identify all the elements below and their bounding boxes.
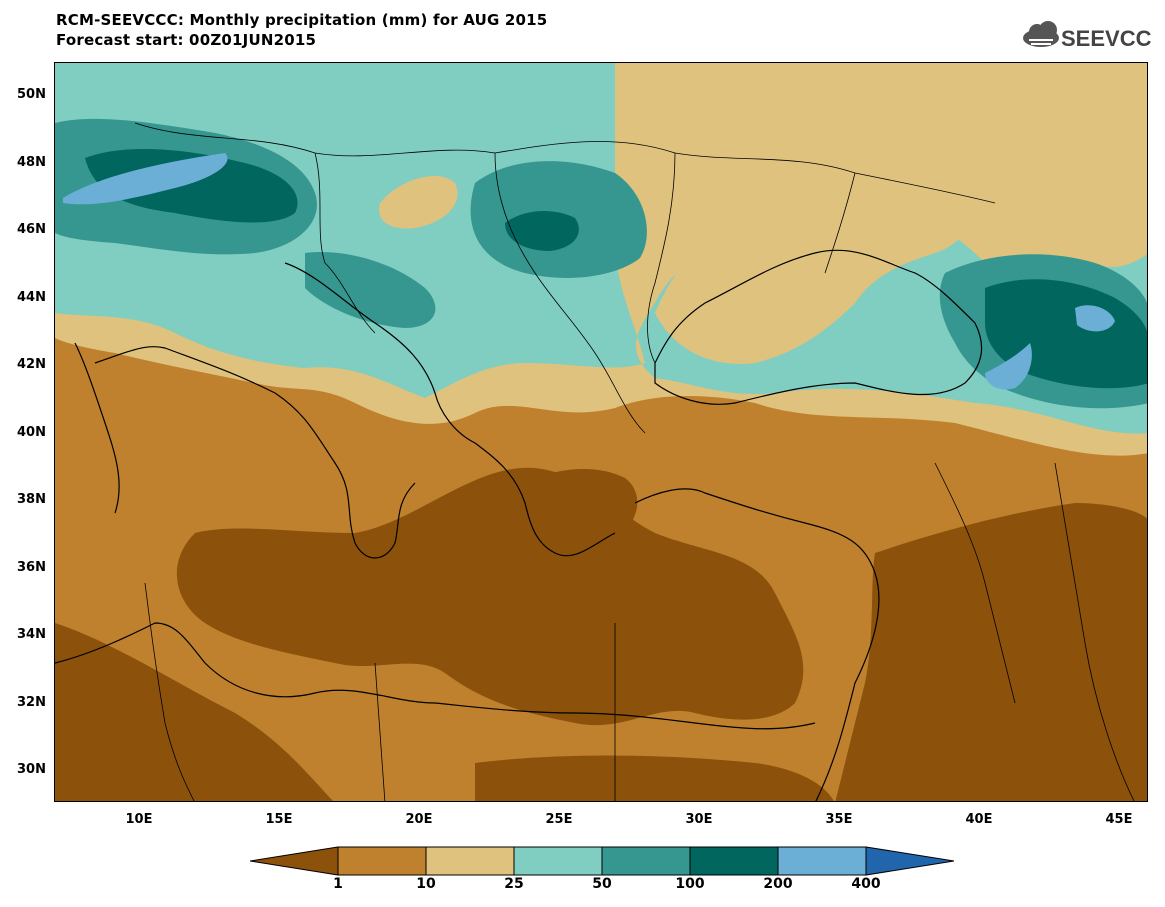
colorbar — [249, 845, 955, 881]
precipitation-map — [54, 62, 1148, 802]
dry-patch-hungary — [379, 175, 458, 229]
lat-tick-30: 30N — [17, 762, 46, 777]
lon-tick-35: 35E — [825, 812, 853, 827]
lat-tick-50: 50N — [17, 87, 46, 102]
lon-tick-40: 40E — [965, 812, 993, 827]
lat-tick-38: 38N — [17, 492, 46, 507]
field-200-400-carpathians — [505, 211, 579, 251]
dry-patch-ukraine — [655, 188, 966, 364]
borders — [134, 122, 1135, 801]
lon-tick-45: 45E — [1105, 812, 1133, 827]
colorbar-segment-above-400 — [865, 846, 955, 876]
lat-tick-36: 36N — [17, 560, 46, 575]
lon-tick-20: 20E — [405, 812, 433, 827]
logo-text: SEEVCCC — [1061, 26, 1151, 51]
colorbar-label-400: 400 — [851, 876, 881, 892]
lon-tick-10: 10E — [125, 812, 153, 827]
dry-patch-caspian-north — [1020, 99, 1147, 207]
map-title: RCM-SEEVCCC: Monthly precipitation (mm) … — [56, 11, 548, 29]
colorbar-segment-10-25 — [425, 846, 515, 876]
lon-tick-25: 25E — [545, 812, 573, 827]
field-1-10-aegean — [525, 468, 638, 543]
field-400-caucasus-2 — [1075, 305, 1115, 332]
lon-tick-15: 15E — [265, 812, 293, 827]
colorbar-segment-25-50 — [513, 846, 603, 876]
field-400-alps — [63, 153, 228, 205]
field-1-10-egypt — [475, 755, 834, 801]
lon-tick-30: 30E — [685, 812, 713, 827]
colorbar-segment-1-10 — [337, 846, 427, 876]
lat-tick-34: 34N — [17, 627, 46, 642]
field-1-10-libya — [55, 623, 334, 801]
lat-tick-42: 42N — [17, 357, 46, 372]
colorbar-label-200: 200 — [763, 876, 793, 892]
field-200-400-alps — [85, 148, 298, 223]
cloud-icon — [1023, 21, 1059, 47]
colorbar-segment-below-1 — [249, 846, 339, 876]
colorbar-segment-200-400 — [777, 846, 867, 876]
lat-tick-40: 40N — [17, 425, 46, 440]
colorbar-label-1: 1 — [333, 876, 343, 892]
field-1-10-mediterranean — [176, 467, 804, 726]
field-1-10-levant — [835, 503, 1147, 801]
field-400-caucasus — [985, 343, 1032, 390]
coastlines — [55, 249, 983, 801]
map-subtitle: Forecast start: 00Z01JUN2015 — [56, 31, 317, 49]
colorbar-segment-50-100 — [601, 846, 691, 876]
title-block: RCM-SEEVCCC: Monthly precipitation (mm) … — [56, 10, 547, 50]
colorbar-label-50: 50 — [592, 876, 612, 892]
lat-tick-46: 46N — [17, 222, 46, 237]
colorbar-segment-100-200 — [689, 846, 779, 876]
lat-tick-44: 44N — [17, 290, 46, 305]
colorbar-label-10: 10 — [416, 876, 436, 892]
colorbar-label-100: 100 — [675, 876, 705, 892]
seevccc-logo: SEEVCCC — [1019, 18, 1165, 54]
lat-tick-32: 32N — [17, 695, 46, 710]
lat-tick-48: 48N — [17, 155, 46, 170]
colorbar-label-25: 25 — [504, 876, 524, 892]
field-100-200-balkans — [305, 252, 436, 328]
